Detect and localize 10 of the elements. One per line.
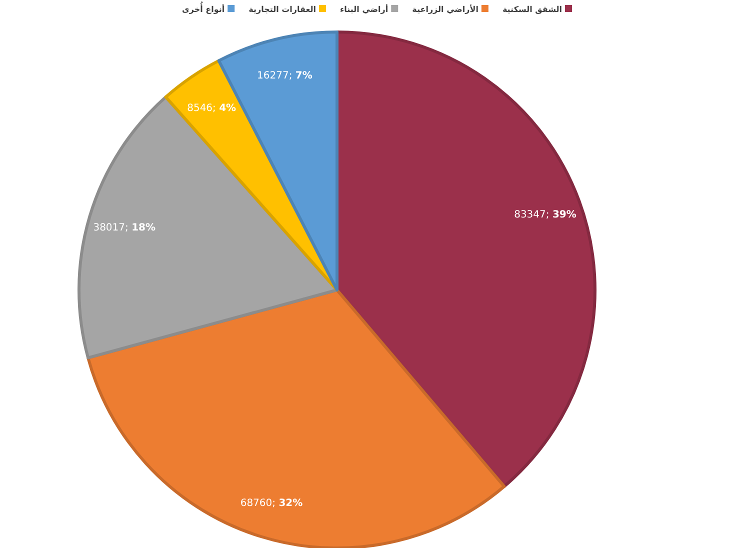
legend-label: العقارات التجارية xyxy=(248,5,316,14)
data-label: 8546; 4% xyxy=(187,102,236,114)
data-label: 38017; 18% xyxy=(93,222,156,234)
data-label: 16277; 7% xyxy=(257,70,312,82)
data-label: 83347; 39% xyxy=(514,209,576,220)
legend-label: أنواع أُخرى xyxy=(182,0,225,14)
legend-label: الأراضي الزراعية xyxy=(412,4,479,14)
data-label: 68760; 32% xyxy=(240,498,303,509)
legend-label: أراضي البناء xyxy=(340,4,388,14)
legend-label: الشقق السكنية xyxy=(502,5,562,14)
